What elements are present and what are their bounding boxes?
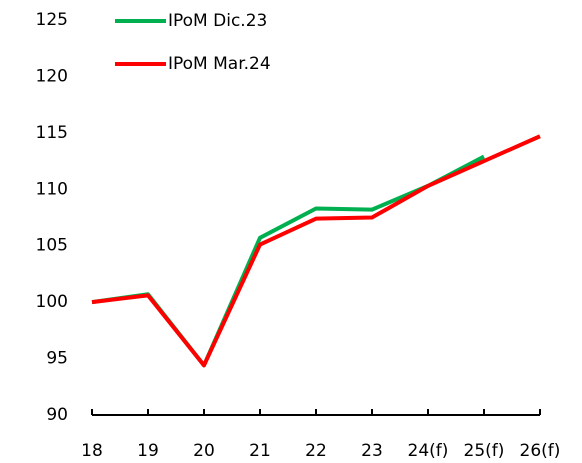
y-tick-label: 120: [36, 66, 68, 86]
y-tick-label: 115: [36, 123, 68, 143]
x-tick-label: 26(f): [520, 441, 561, 461]
x-tick-label: 20: [193, 441, 215, 461]
x-tick-label: 24(f): [408, 441, 449, 461]
y-tick-label: 95: [46, 349, 68, 369]
y-tick-label: 100: [36, 292, 68, 312]
series-line: [91, 134, 541, 368]
legend-label: IPoM Dic.23: [168, 11, 267, 31]
x-tick-label: 23: [361, 441, 383, 461]
x-tick-label: 18: [81, 441, 103, 461]
y-tick-label: 125: [36, 10, 68, 30]
x-tick-label: 25(f): [464, 441, 505, 461]
y-tick-label: 90: [46, 405, 68, 425]
y-tick-label: 105: [36, 236, 68, 256]
legend-label: IPoM Mar.24: [168, 54, 271, 74]
x-tick-label: 22: [305, 441, 327, 461]
x-tick-label: 19: [137, 441, 159, 461]
y-tick-label: 110: [36, 179, 68, 199]
x-tick-label: 21: [249, 441, 271, 461]
